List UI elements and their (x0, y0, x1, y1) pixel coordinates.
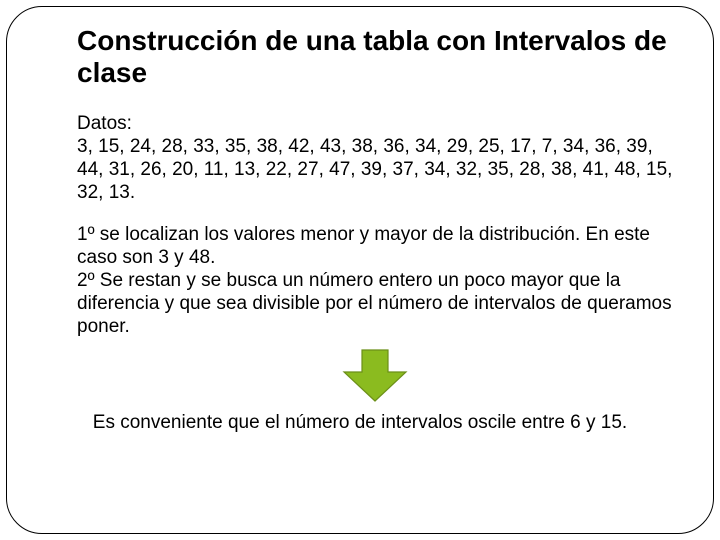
arrow-container (77, 348, 673, 403)
down-arrow-shape (344, 350, 406, 401)
steps-text: 1º se localizan los valores menor y mayo… (77, 223, 673, 339)
slide-frame: Construcción de una tabla con Intervalos… (6, 6, 714, 534)
datos-values: 3, 15, 24, 28, 33, 35, 38, 42, 43, 38, 3… (77, 136, 673, 204)
datos-label: Datos: (77, 113, 673, 136)
slide-title: Construcción de una tabla con Intervalos… (77, 25, 673, 89)
footer-note: Es conveniente que el número de interval… (47, 411, 673, 435)
down-arrow-icon (340, 348, 410, 403)
